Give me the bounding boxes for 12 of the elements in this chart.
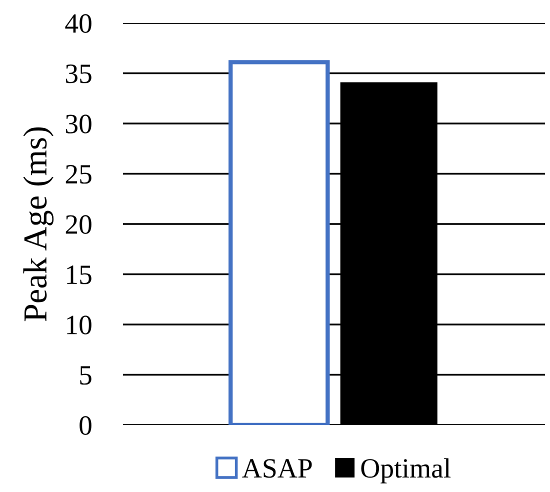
y-tick-label: 25 xyxy=(66,164,92,184)
legend-label: Optimal xyxy=(361,458,451,484)
y-tick-label: 5 xyxy=(80,366,92,385)
legend-label: ASAP xyxy=(242,459,312,478)
y-tick-label: 35 xyxy=(66,64,92,84)
y-tick-label: 0 xyxy=(80,416,92,435)
y-tick-label: 30 xyxy=(66,114,92,134)
y-tick-label: 10 xyxy=(67,316,92,334)
y-tick-label: 40 xyxy=(65,14,92,33)
y-axis-title: Peak Age (ms) xyxy=(23,127,54,322)
y-tick-label: 15 xyxy=(67,266,92,284)
y-tick-label: 20 xyxy=(66,215,92,234)
